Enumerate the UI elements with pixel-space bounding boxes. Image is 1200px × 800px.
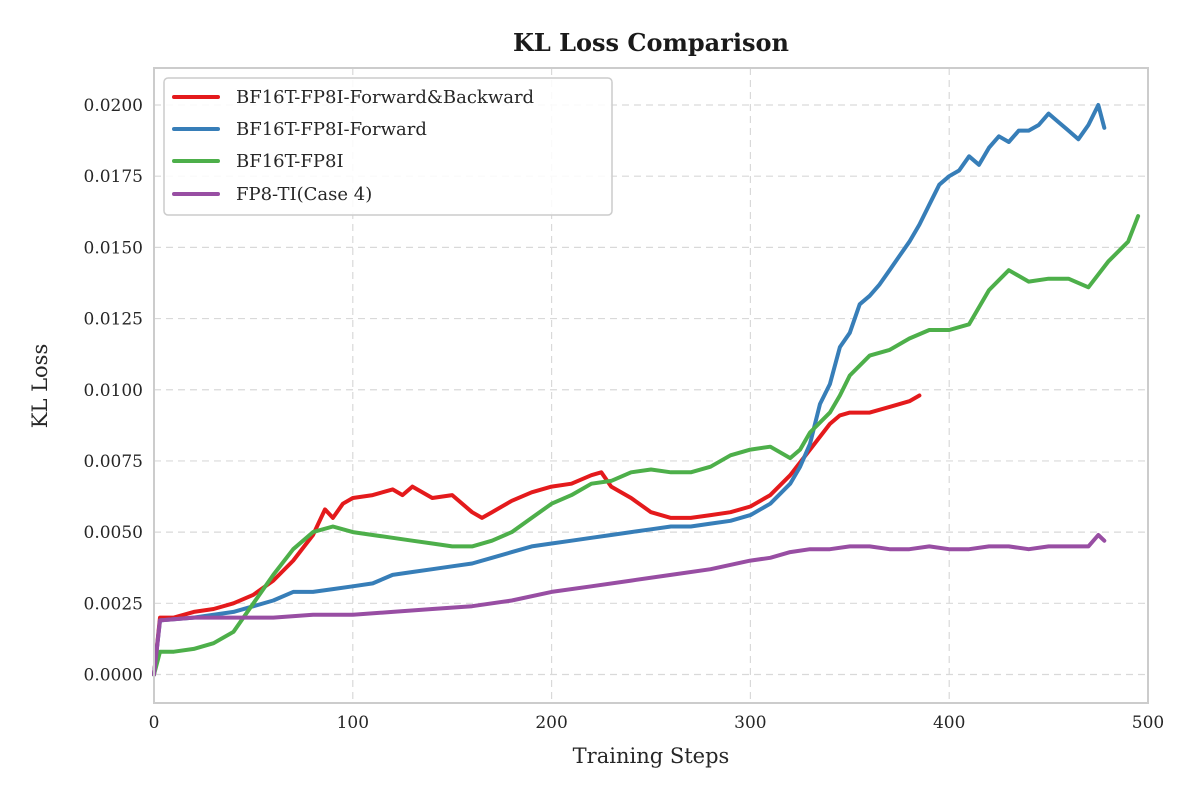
legend: BF16T-FP8I-Forward&Backward BF16T-FP8I-F… [163,77,613,216]
legend-label-bf16t-fp8i: BF16T-FP8I [236,151,344,172]
x-tick-label: 300 [734,713,766,733]
y-tick-label: 0.0200 [84,96,143,116]
x-axis-label: Training Steps [573,744,730,768]
legend-box [163,77,613,216]
x-tick-label: 0 [149,713,160,733]
chart-title: KL Loss Comparison [513,28,789,57]
y-tick-label: 0.0000 [84,666,143,686]
y-tick-label: 0.0175 [84,167,143,187]
x-tick-label: 200 [535,713,567,733]
legend-label-forward: BF16T-FP8I-Forward [236,119,427,140]
axis-ticks: 0 100 200 300 400 500 0.0000 0.0025 0.0050 0.0075… [84,96,1165,733]
x-tick-label: 500 [1132,713,1164,733]
legend-label-forward-backward: BF16T-FP8I-Forward&Backward [236,87,534,108]
y-tick-label: 0.0050 [84,523,143,543]
y-tick-label: 0.0125 [84,310,143,330]
legend-label-fp8-ti: FP8-TI(Case 4) [236,184,372,205]
plot-frame [153,67,1149,704]
gridlines [153,68,1149,703]
series-line-2 [152,103,1107,677]
series-lines [152,103,1141,677]
x-tick-label: 400 [933,713,965,733]
y-tick-label: 0.0150 [84,238,143,258]
y-tick-label: 0.0025 [84,594,143,614]
y-tick-label: 0.0100 [84,381,143,401]
y-tick-label: 0.0075 [84,452,143,472]
x-tick-label: 100 [337,713,369,733]
y-axis-label: KL Loss [28,344,52,428]
series-line-4 [152,533,1107,677]
series-line-3 [152,214,1141,677]
series-line-1 [152,393,922,677]
